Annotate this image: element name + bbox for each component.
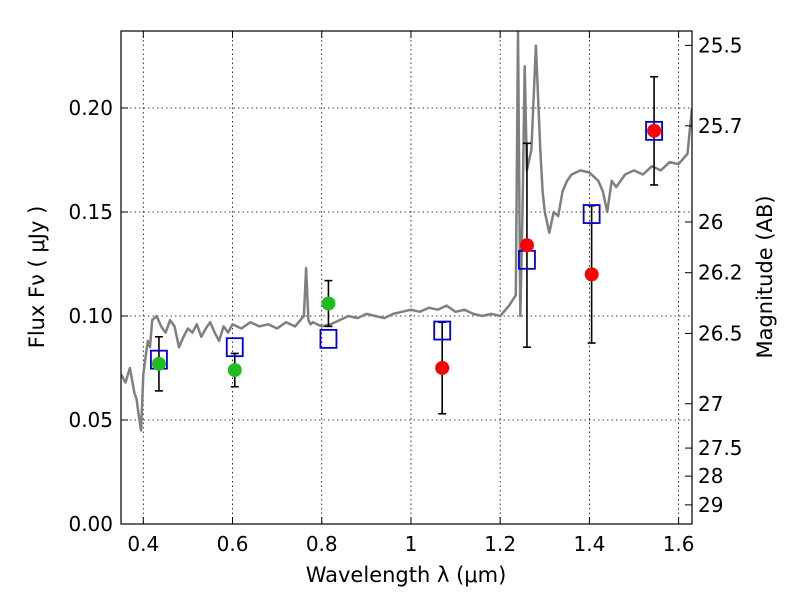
- y-tick-label: 0.20: [68, 96, 113, 120]
- model-square-marker: [582, 204, 601, 224]
- grid-lines: [121, 31, 692, 524]
- photometry-point: [151, 356, 166, 371]
- y2-tick-label: 26.5: [698, 321, 743, 345]
- model-spectrum: [121, 31, 692, 432]
- x-tick-label: 1.6: [663, 532, 695, 556]
- y-axis-title: Flux Fν ( μJy ): [25, 206, 49, 349]
- model-square-marker: [433, 320, 452, 341]
- photometry-point: [519, 238, 534, 253]
- model-square-marker: [645, 120, 663, 141]
- photometry-markers: [150, 120, 663, 378]
- model-square-marker: [225, 337, 244, 358]
- spectrum-line: [121, 31, 692, 432]
- photometry-point: [435, 360, 450, 375]
- y2-tick-label: 28: [698, 464, 723, 488]
- photometry-point: [584, 267, 599, 282]
- x-tick-label: 0.6: [217, 532, 249, 556]
- plot-frame: [120, 30, 693, 525]
- y-tick-label: 0.15: [68, 200, 113, 224]
- x-tick-label: 1: [405, 532, 418, 556]
- y2-tick-label: 25.5: [698, 33, 743, 57]
- x-axis-title: Wavelength λ (μm): [306, 563, 507, 587]
- y2-tick-label: 26: [698, 210, 723, 234]
- y2-axis-title: Magnitude (AB): [753, 195, 777, 358]
- x-tick-label: 0.8: [306, 532, 338, 556]
- model-square-marker: [319, 328, 338, 349]
- y-tick-label: 0.00: [68, 512, 113, 536]
- y2-tick-label: 26.2: [698, 261, 743, 285]
- photometry-point: [647, 123, 662, 138]
- y2-tick-label: 27: [698, 392, 723, 416]
- y2-tick-label: 27.5: [698, 436, 743, 460]
- x-tick-label: 1.4: [573, 532, 605, 556]
- x-tick-label: 1.2: [484, 532, 516, 556]
- y-tick-label: 0.05: [68, 408, 113, 432]
- axis-ticks: 0.4 0.6 0.8 1 1.2 1.4 1.6 0.00 0.05 0.10 0.15 0.20 2…: [68, 31, 743, 556]
- photometry-point: [227, 363, 242, 378]
- photometry-point: [321, 296, 336, 311]
- y-tick-label: 0.10: [68, 304, 113, 328]
- y2-tick-label: 25.7: [698, 114, 743, 138]
- y2-tick-label: 29: [698, 493, 723, 517]
- error-bars: [154, 75, 659, 415]
- x-tick-label: 0.4: [127, 532, 159, 556]
